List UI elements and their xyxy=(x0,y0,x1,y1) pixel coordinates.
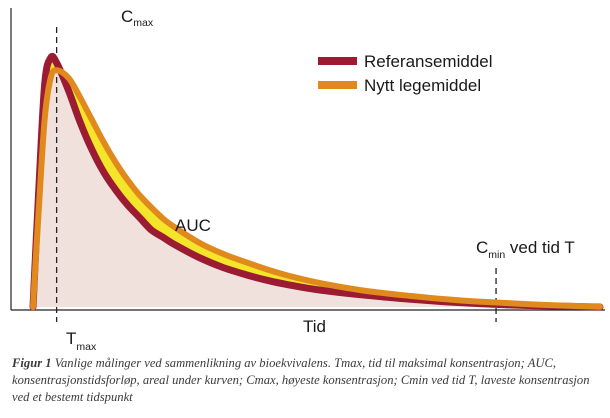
auc-label: AUC xyxy=(175,216,211,235)
legend-label-nytt-legemiddel: Nytt legemiddel xyxy=(364,76,481,95)
cmin-label: Cmin ved tid T xyxy=(476,238,575,261)
series-line-nytt-legemiddel xyxy=(30,67,603,310)
x-axis-label: Tid xyxy=(303,317,326,336)
tmax-label: Tmax xyxy=(66,329,97,350)
caption-text: Vanlige målinger ved sammenlikning av bi… xyxy=(12,356,590,404)
figure-caption: Figur 1 Vanlige målinger ved sammenlikni… xyxy=(12,355,602,406)
cmax-label: Cmax xyxy=(121,7,154,29)
caption-figure-number: Figur 1 xyxy=(12,356,52,370)
pk-curve-chart: Cmax Tmax AUC Cmin ved tid T Tid Referan… xyxy=(10,7,605,350)
legend-label-referansemiddel: Referansemiddel xyxy=(364,52,493,71)
